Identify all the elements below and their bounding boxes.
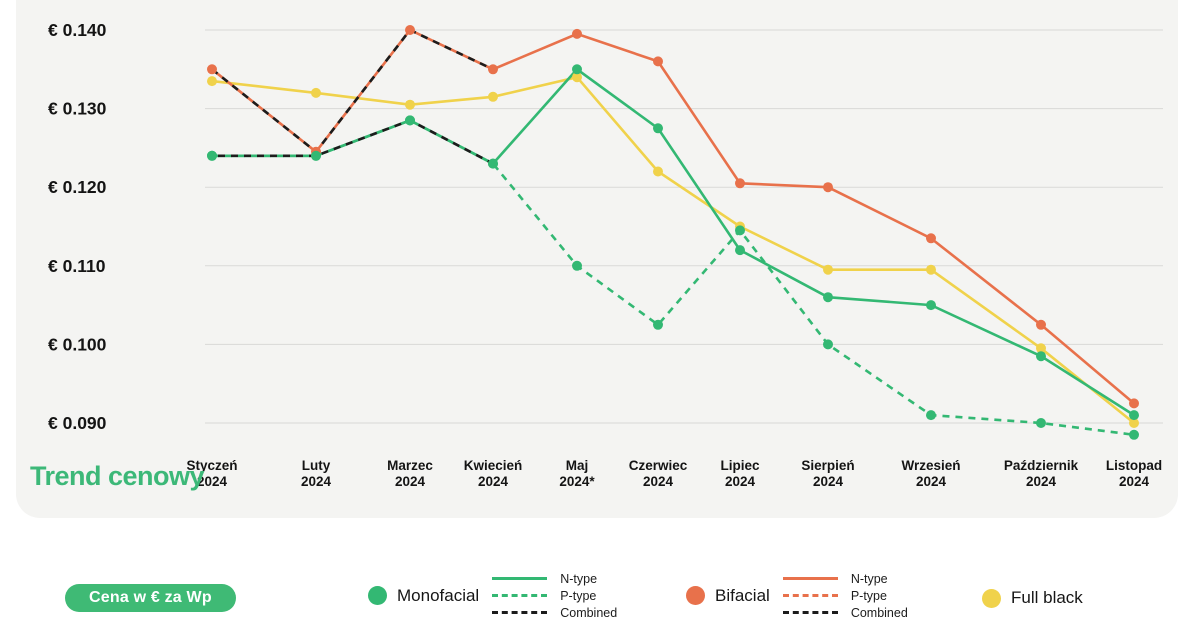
x-axis-month-label: Listopad 2024 bbox=[1106, 458, 1162, 489]
data-point-monofacial-p-type bbox=[405, 115, 415, 126]
x-axis-month-label: Sierpień 2024 bbox=[801, 458, 854, 489]
data-point-monofacial-n-type bbox=[926, 300, 936, 311]
chart-title: Trend cenowy bbox=[30, 461, 205, 491]
series-monofacial-n-type bbox=[212, 67, 1135, 417]
y-axis-tick-label: € 0.110 bbox=[48, 256, 106, 276]
bifacial-color-dot bbox=[686, 586, 705, 605]
x-axis-month-label: Październik 2024 bbox=[1004, 458, 1079, 489]
data-point-full-black bbox=[1129, 418, 1139, 428]
x-axis-month-label: Marzec 2024 bbox=[387, 458, 433, 489]
data-point-bifacial-n-type bbox=[1036, 319, 1046, 330]
series-full-black bbox=[211, 75, 1135, 425]
y-axis-tick-label: € 0.140 bbox=[48, 20, 107, 40]
data-point-monofacial-p-type bbox=[488, 158, 498, 169]
data-point-monofacial-n-type bbox=[823, 292, 833, 303]
full-black-color-dot bbox=[982, 588, 1001, 608]
data-point-full-black bbox=[405, 99, 415, 110]
combined-line-sample bbox=[492, 611, 548, 614]
legend-entry-label: P-type bbox=[850, 588, 887, 603]
n-type-line-sample bbox=[782, 577, 838, 580]
data-point-monofacial-n-type bbox=[1036, 351, 1046, 362]
legend-group-full-black: Full black bbox=[982, 588, 1083, 608]
data-point-full-black bbox=[1036, 343, 1046, 354]
legend-entry-label: N-type bbox=[560, 571, 598, 586]
data-point-monofacial-p-type bbox=[823, 339, 833, 350]
data-point-bifacial-n-type bbox=[823, 182, 833, 193]
x-axis-month-label: Czerwiec 2024 bbox=[629, 458, 688, 489]
data-point-bifacial-n-type bbox=[735, 178, 745, 189]
p-type-line-sample bbox=[782, 594, 838, 597]
y-axis-tick-label: € 0.100 bbox=[48, 334, 107, 354]
data-point-bifacial-n-type bbox=[207, 64, 217, 75]
data-point-full-black bbox=[926, 264, 936, 275]
series-monofacial-p-type bbox=[212, 118, 1135, 437]
data-point-monofacial-p-type bbox=[653, 319, 663, 330]
data-point-monofacial-p-type bbox=[572, 260, 582, 271]
x-axis-month-label: Maj 2024* bbox=[559, 458, 595, 489]
legend-entry-label: P-type bbox=[560, 588, 597, 603]
data-point-full-black bbox=[207, 76, 217, 87]
data-point-full-black bbox=[488, 91, 498, 102]
legend-entries: N-type P-type Combined bbox=[782, 571, 908, 620]
data-point-full-black bbox=[823, 264, 833, 275]
price-unit-badge[interactable]: Cena w € za Wp bbox=[65, 584, 236, 612]
data-point-full-black bbox=[572, 72, 582, 83]
p-type-line-sample bbox=[492, 594, 548, 597]
legend-entry-label: Combined bbox=[560, 605, 618, 620]
data-point-bifacial-n-type bbox=[653, 56, 663, 67]
data-point-bifacial-n-type bbox=[488, 64, 498, 75]
y-axis-tick-label: € 0.120 bbox=[48, 177, 107, 197]
combined-line-sample bbox=[782, 611, 838, 614]
data-point-monofacial-p-type bbox=[1129, 429, 1139, 440]
data-point-monofacial-n-type bbox=[653, 123, 663, 134]
legend-entries: N-type P-type Combined bbox=[492, 571, 618, 620]
data-point-bifacial-n-type bbox=[572, 28, 582, 39]
x-axis-month-label: Lipiec 2024 bbox=[720, 458, 760, 489]
data-point-monofacial-n-type bbox=[572, 64, 582, 75]
y-axis-tick-label: € 0.090 bbox=[48, 413, 107, 433]
legend-group-label: Full black bbox=[1011, 588, 1083, 607]
data-point-bifacial-n-type bbox=[1129, 398, 1139, 409]
data-point-full-black bbox=[653, 166, 663, 177]
data-point-monofacial-p-type bbox=[207, 150, 217, 161]
data-point-bifacial-n-type bbox=[926, 233, 936, 244]
data-point-monofacial-p-type bbox=[311, 150, 321, 161]
data-point-monofacial-p-type bbox=[1036, 418, 1046, 428]
x-axis-month-label: Wrzesień 2024 bbox=[901, 458, 960, 489]
x-axis-month-label: Luty 2024 bbox=[301, 458, 332, 489]
data-point-monofacial-n-type bbox=[1129, 410, 1139, 421]
legend-entry-label: Combined bbox=[850, 605, 908, 620]
legend-group-bifacial: Bifacial N-type P-type Combined bbox=[686, 571, 908, 620]
data-point-monofacial-p-type bbox=[926, 410, 936, 421]
y-axis-tick-label: € 0.130 bbox=[48, 99, 107, 119]
x-axis-month-label: Kwiecień 2024 bbox=[464, 458, 523, 489]
monofacial-color-dot bbox=[368, 586, 387, 605]
legend-group-label: Bifacial bbox=[715, 585, 770, 605]
legend-group-label: Monofacial bbox=[397, 585, 480, 605]
legend-entry-label: N-type bbox=[850, 571, 888, 586]
legend-group-monofacial: Monofacial N-type P-type Combined bbox=[368, 571, 618, 620]
data-point-full-black bbox=[311, 87, 321, 98]
series-bifacial-n-type bbox=[211, 28, 1135, 405]
data-point-monofacial-n-type bbox=[735, 245, 745, 256]
chart-panel bbox=[16, 0, 1178, 518]
price-trend-chart: € 0.140 € 0.130 € 0.120 € 0.110 € 0.100 € 0.0… bbox=[48, 20, 1163, 489]
series-bifacial-combined bbox=[211, 28, 494, 154]
data-point-bifacial-n-type bbox=[405, 25, 415, 35]
n-type-line-sample bbox=[492, 577, 548, 580]
series-monofacial-combined bbox=[212, 118, 494, 165]
x-axis-month-label: Styczeń 2024 bbox=[186, 458, 237, 489]
data-point-monofacial-p-type bbox=[735, 225, 745, 236]
